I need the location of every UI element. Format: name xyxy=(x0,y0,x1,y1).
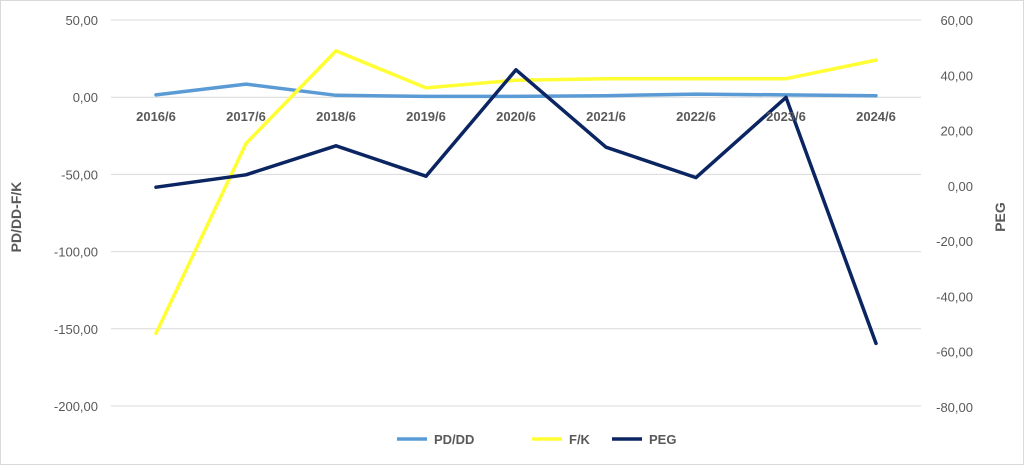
x-tick-label: 2021/6 xyxy=(586,109,626,124)
left-tick-label: -100,00 xyxy=(54,245,98,260)
legend: PD/DD F/K PEG xyxy=(397,432,676,447)
x-tick-label: 2022/6 xyxy=(676,109,716,124)
series-line-pd-dd xyxy=(154,82,878,99)
x-tick-label: 2017/6 xyxy=(226,109,266,124)
x-axis-ticks: 2016/6 2017/6 2018/6 2019/6 2020/6 2021/6 2022… xyxy=(136,109,896,124)
right-tick-label: 20,00 xyxy=(940,124,973,139)
left-tick-label: -50,00 xyxy=(61,167,98,182)
x-tick-label: 2023/6 xyxy=(766,109,806,124)
left-axis-title: PD/DD-F/K xyxy=(8,182,24,253)
x-tick-label: 2018/6 xyxy=(316,109,356,124)
right-tick-label: 60,00 xyxy=(940,13,973,28)
left-axis-ticks: 50,00 0,00 -50,00 -100,00 -150,00 -200,00 xyxy=(54,13,98,414)
left-tick-label: 0,00 xyxy=(73,90,98,105)
series-line-peg xyxy=(154,68,878,346)
x-tick-label: 2016/6 xyxy=(136,109,176,124)
legend-label-f-k: F/K xyxy=(569,432,591,447)
series-lines xyxy=(154,49,878,346)
right-axis-title: PEG xyxy=(992,202,1008,232)
right-tick-label: -80,00 xyxy=(936,400,973,415)
gridlines xyxy=(111,19,921,407)
right-axis-ticks: 60,00 40,00 20,00 0,00 -20,00 -40,00 -60,00 -80… xyxy=(936,13,973,415)
right-tick-label: -60,00 xyxy=(936,345,973,360)
x-tick-label: 2024/6 xyxy=(856,109,896,124)
right-tick-label: 0,00 xyxy=(948,179,973,194)
legend-label-peg: PEG xyxy=(649,432,676,447)
left-tick-label: 50,00 xyxy=(65,13,98,28)
left-tick-label: -200,00 xyxy=(54,399,98,414)
right-tick-label: -20,00 xyxy=(936,234,973,249)
left-tick-label: -150,00 xyxy=(54,322,98,337)
x-tick-label: 2020/6 xyxy=(496,109,536,124)
x-tick-label: 2019/6 xyxy=(406,109,446,124)
legend-label-pd-dd: PD/DD xyxy=(434,432,474,447)
right-tick-label: 40,00 xyxy=(940,68,973,83)
series-line-f-k xyxy=(154,49,878,336)
right-tick-label: -40,00 xyxy=(936,289,973,304)
